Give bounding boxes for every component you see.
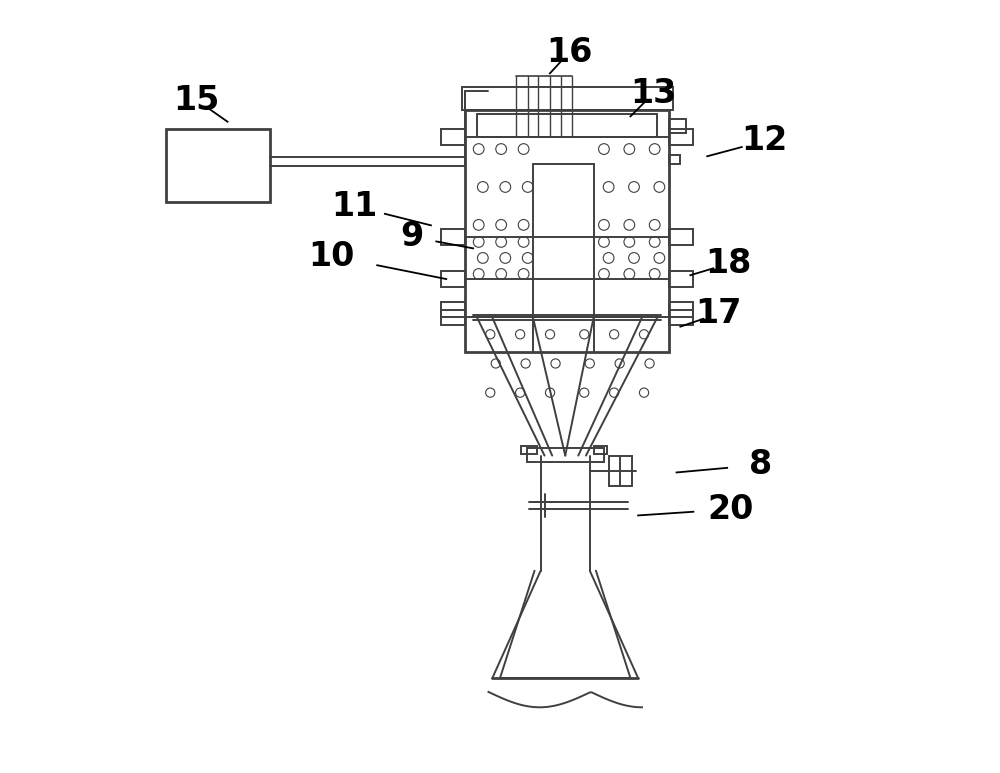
Text: 13: 13 [630, 77, 677, 110]
Bar [609, 455, 632, 486]
Bar [441, 271, 465, 287]
Bar [527, 448, 604, 461]
Bar [477, 114, 657, 137]
Bar [594, 446, 607, 454]
Bar [669, 120, 686, 133]
Text: 20: 20 [707, 493, 753, 526]
Bar [441, 229, 465, 244]
Text: 8: 8 [749, 448, 773, 482]
Text: 18: 18 [706, 247, 752, 280]
Bar [521, 446, 537, 454]
Bar [669, 155, 680, 164]
Bar [669, 129, 693, 145]
Bar [166, 129, 270, 203]
Text: 11: 11 [331, 189, 377, 223]
Text: 10: 10 [308, 240, 354, 273]
Bar [669, 302, 693, 318]
Bar [669, 271, 693, 287]
Text: 9: 9 [400, 220, 423, 254]
Bar [441, 310, 465, 325]
Bar [465, 111, 669, 352]
Text: 15: 15 [174, 83, 220, 117]
Text: 12: 12 [742, 124, 788, 158]
Bar [669, 229, 693, 244]
Text: 17: 17 [696, 297, 742, 330]
Bar [441, 129, 465, 145]
Bar [669, 310, 693, 325]
Text: 16: 16 [546, 36, 592, 69]
Bar [462, 87, 673, 111]
Bar [441, 302, 465, 318]
